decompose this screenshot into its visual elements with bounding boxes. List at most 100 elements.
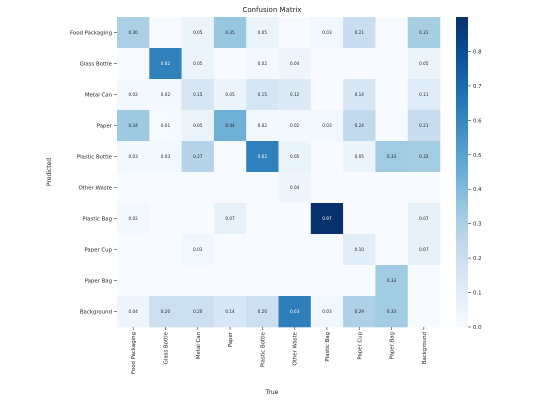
heatmap-cell bbox=[343, 234, 376, 266]
heatmap-cell bbox=[343, 79, 376, 111]
cell-value-label: 0.10 bbox=[355, 247, 365, 252]
y-tick-label: Glass Bottle bbox=[80, 62, 113, 68]
colorbar-tick-label: 0.7 bbox=[473, 84, 482, 90]
heatmap-cell bbox=[149, 234, 182, 266]
cell-value-label: 0.03 bbox=[193, 247, 203, 252]
x-tick-label: Plastic Bottle bbox=[260, 331, 266, 367]
heatmap-cell bbox=[181, 79, 215, 111]
heatmap-cell bbox=[213, 141, 247, 173]
cell-value-label: 0.05 bbox=[193, 123, 203, 128]
heatmap-cell bbox=[343, 172, 376, 204]
heatmap-cell bbox=[310, 203, 344, 235]
x-tick-label: Background bbox=[422, 332, 428, 364]
heatmap-cell bbox=[246, 79, 279, 111]
cell-value-label: 0.21 bbox=[419, 123, 429, 128]
heatmap-cell bbox=[213, 17, 247, 49]
heatmap-cell bbox=[407, 141, 441, 173]
heatmap-cell bbox=[375, 110, 408, 142]
heatmap-cell bbox=[149, 203, 182, 235]
cell-value-label: 0.01 bbox=[161, 123, 171, 128]
heatmap-cell bbox=[407, 265, 441, 297]
heatmap-cell bbox=[343, 17, 376, 49]
cell-value-label: 0.03 bbox=[322, 123, 332, 128]
cell-value-label: 0.05 bbox=[225, 92, 235, 97]
cell-value-label: 0.07 bbox=[419, 247, 429, 252]
heatmap-cell bbox=[310, 141, 344, 173]
cell-value-label: 0.20 bbox=[161, 309, 171, 314]
cell-value-label: 0.97 bbox=[322, 216, 332, 221]
heatmap-cell bbox=[246, 296, 279, 328]
cell-value-label: 0.02 bbox=[128, 92, 138, 97]
heatmap-cell bbox=[117, 79, 150, 111]
heatmap-cell bbox=[213, 265, 247, 297]
heatmap-cell bbox=[246, 141, 279, 173]
cell-value-label: 0.02 bbox=[290, 123, 300, 128]
heatmap-cell bbox=[213, 110, 247, 142]
heatmap-cell bbox=[375, 48, 408, 80]
heatmap-cell bbox=[181, 172, 215, 204]
heatmap-cell bbox=[407, 110, 441, 142]
heatmap-cell bbox=[310, 265, 344, 297]
cell-value-label: 0.27 bbox=[193, 154, 203, 159]
heatmap-cell bbox=[117, 110, 150, 142]
heatmap-cell bbox=[149, 48, 182, 80]
heatmap-cell bbox=[278, 79, 312, 111]
y-tick-label: Paper Cup bbox=[84, 248, 112, 254]
y-tick-label: Background bbox=[80, 310, 112, 316]
cell-value-label: 0.15 bbox=[258, 92, 268, 97]
heatmap-cell bbox=[343, 296, 376, 328]
cell-value-label: 0.02 bbox=[258, 123, 268, 128]
heatmap-cell bbox=[181, 203, 215, 235]
cell-value-label: 0.34 bbox=[128, 123, 138, 128]
cell-value-label: 0.62 bbox=[161, 61, 171, 66]
heatmap-cell bbox=[407, 172, 441, 204]
cell-value-label: 0.33 bbox=[387, 154, 397, 159]
heatmap-cells: 0.30 0.05 0.35 0.05 0.03 0.21 0.31 0.62 0.05 0.02… bbox=[117, 17, 441, 328]
heatmap-cell bbox=[149, 296, 182, 328]
heatmap-cell bbox=[278, 234, 312, 266]
heatmap-cell bbox=[117, 296, 150, 328]
cell-value-label: 0.11 bbox=[419, 92, 429, 97]
colorbar-tick-label: 0.6 bbox=[473, 118, 482, 124]
heatmap-cell bbox=[278, 296, 312, 328]
cell-value-label: 0.62 bbox=[258, 154, 268, 159]
heatmap-cell bbox=[181, 296, 215, 328]
heatmap-cell bbox=[278, 48, 312, 80]
cell-value-label: 0.07 bbox=[225, 216, 235, 221]
cell-value-label: 0.20 bbox=[258, 309, 268, 314]
heatmap-cell bbox=[181, 141, 215, 173]
cell-value-label: 0.20 bbox=[193, 309, 203, 314]
cell-value-label: 0.04 bbox=[290, 61, 300, 66]
heatmap-cell bbox=[149, 79, 182, 111]
heatmap-cell bbox=[375, 265, 408, 297]
x-tick-label: Paper Cup bbox=[357, 331, 363, 359]
cell-value-label: 0.07 bbox=[419, 216, 429, 221]
cell-value-label: 0.35 bbox=[225, 30, 235, 35]
x-tick-label: Metal Can bbox=[196, 332, 202, 359]
cell-value-label: 0.14 bbox=[225, 309, 235, 314]
heatmap-cell bbox=[375, 296, 408, 328]
cell-value-label: 0.24 bbox=[355, 123, 365, 128]
heatmap-cell bbox=[375, 17, 408, 49]
y-tick-label: Paper Bag bbox=[85, 279, 112, 285]
cell-value-label: 0.15 bbox=[193, 92, 203, 97]
heatmap-cell bbox=[246, 265, 279, 297]
heatmap-cell bbox=[343, 110, 376, 142]
heatmap-cell bbox=[246, 17, 279, 49]
heatmap-cell bbox=[117, 234, 150, 266]
heatmap-cell bbox=[117, 203, 150, 235]
heatmap-cell bbox=[278, 172, 312, 204]
cell-value-label: 0.03 bbox=[322, 309, 332, 314]
cell-value-label: 0.04 bbox=[290, 185, 300, 190]
x-tick-label: Other Waste bbox=[293, 331, 299, 365]
x-tick-label: Paper Bag bbox=[390, 332, 396, 359]
cell-value-label: 0.33 bbox=[387, 278, 397, 283]
heatmap-cell bbox=[310, 172, 344, 204]
cell-value-label: 0.03 bbox=[161, 154, 171, 159]
heatmap-cell bbox=[213, 48, 247, 80]
colorbar bbox=[456, 17, 468, 327]
cell-value-label: 0.05 bbox=[258, 30, 268, 35]
heatmap-cell bbox=[117, 48, 150, 80]
heatmap-cell bbox=[181, 110, 215, 142]
heatmap-cell bbox=[278, 265, 312, 297]
